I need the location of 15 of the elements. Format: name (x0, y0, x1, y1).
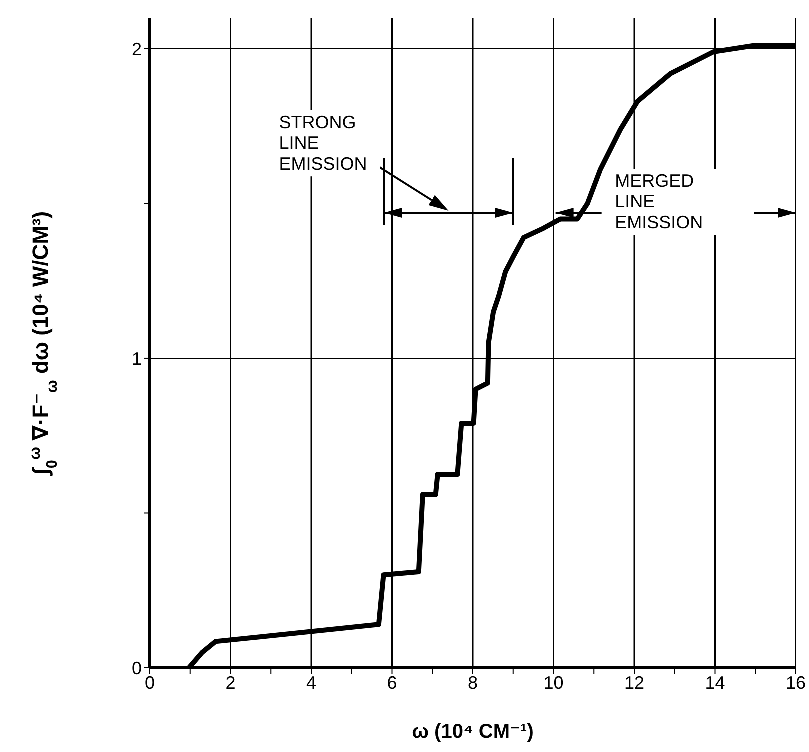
annotation: MERGED LINE EMISSION (615, 171, 704, 232)
y-tick-label: 2 (132, 39, 142, 60)
x-axis-title: ω (10⁴ CM⁻¹) (412, 721, 534, 743)
annotation: STRONG LINE EMISSION (279, 112, 368, 174)
y-tick-label: 1 (132, 348, 142, 369)
x-tick-label: 16 (786, 672, 806, 693)
x-tick-label: 6 (387, 672, 398, 693)
x-tick-label: 14 (705, 672, 726, 693)
x-tick-label: 4 (306, 672, 317, 693)
y-tick-label: 0 (132, 658, 142, 678)
x-tick-label: 12 (624, 672, 645, 693)
x-tick-label: 0 (144, 672, 156, 693)
x-tick-label: 2 (226, 672, 236, 693)
x-tick-label: 8 (468, 672, 478, 693)
x-tick-label: 10 (544, 672, 564, 693)
